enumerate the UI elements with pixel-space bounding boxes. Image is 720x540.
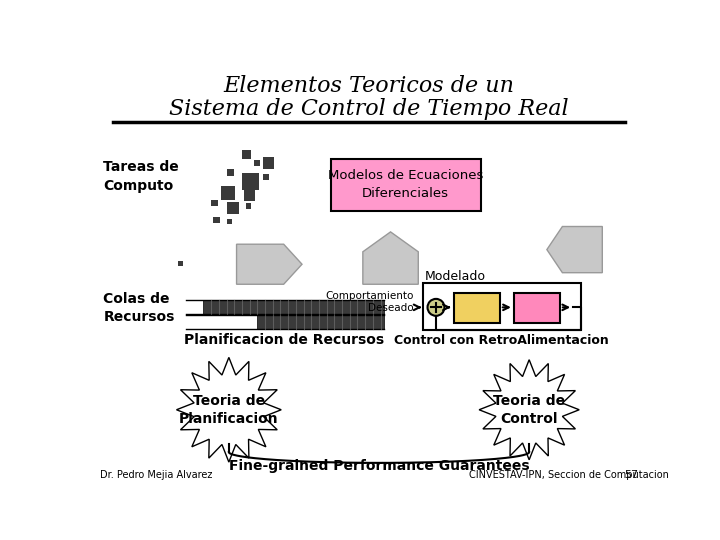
Polygon shape [176,357,282,462]
Bar [221,186,235,200]
Bar [330,159,481,211]
Bar [253,159,261,166]
Bar [454,294,500,323]
Bar [227,219,232,224]
Text: Teoria de
Control: Teoria de Control [493,394,565,426]
Text: Modelos de Ecuaciones
Diferenciales: Modelos de Ecuaciones Diferenciales [328,170,483,200]
Bar [227,202,239,214]
Circle shape [428,299,444,316]
Bar [514,294,560,323]
Text: Modelado: Modelado [425,270,485,283]
Bar [227,168,234,177]
Bar [423,283,581,330]
Text: Planificacion de Recursos: Planificacion de Recursos [184,334,384,347]
Text: Dr. Pedro Mejia Alvarez: Dr. Pedro Mejia Alvarez [99,470,212,480]
Text: 57: 57 [624,470,639,480]
Text: Comportamiento
Deseado: Comportamiento Deseado [325,291,414,313]
Text: CINVESTAV-IPN, Seccion de Computacion: CINVESTAV-IPN, Seccion de Computacion [469,470,669,480]
Polygon shape [547,226,603,273]
Bar [263,174,269,180]
Bar [246,204,251,209]
Text: Sistema de Control de Tiempo Real: Sistema de Control de Tiempo Real [169,98,569,120]
Bar [263,157,274,168]
Bar [211,200,218,206]
Bar [213,217,220,224]
Text: Control con RetroAlimentacion: Control con RetroAlimentacion [394,334,609,347]
Text: Fine-grained Performance Guarantees: Fine-grained Performance Guarantees [229,459,529,473]
Polygon shape [237,244,302,284]
Text: Elementos Teoricos de un: Elementos Teoricos de un [223,76,515,97]
Bar [178,261,183,266]
Polygon shape [363,232,418,284]
Text: Teoria de
Planificacion: Teoria de Planificacion [179,394,279,426]
Bar [244,190,255,201]
Text: Tareas de
Computo: Tareas de Computo [104,160,179,193]
Bar [257,315,384,329]
Bar [242,173,259,190]
Polygon shape [479,360,579,460]
Text: Colas de
Recursos: Colas de Recursos [104,292,175,325]
Bar [204,300,384,314]
Bar [242,150,251,159]
